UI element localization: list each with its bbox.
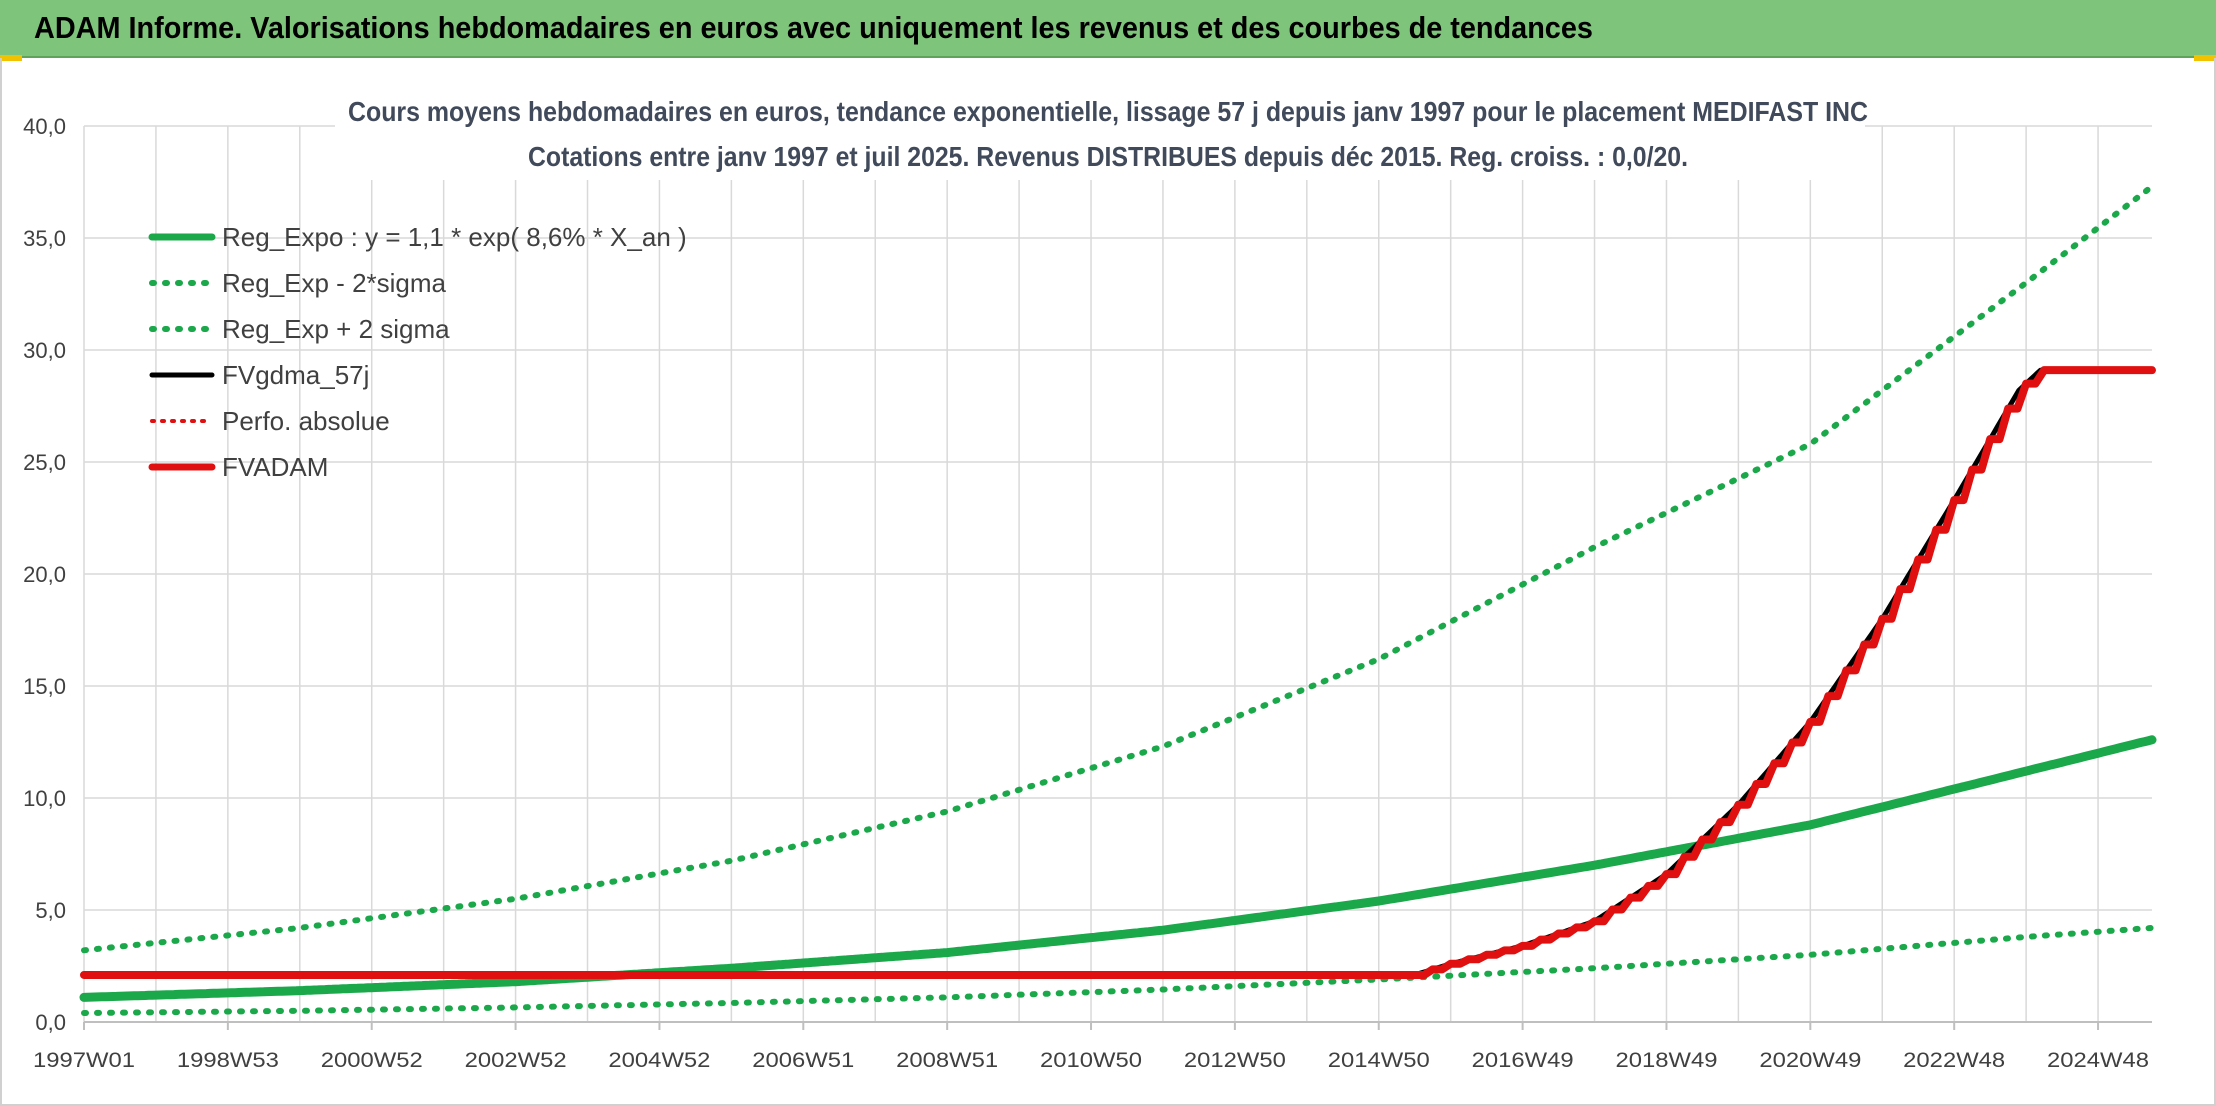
x-tick-label: 2024W48 bbox=[2047, 1049, 2149, 1072]
chart-frame bbox=[0, 58, 2216, 1106]
series-line-3 bbox=[81, 183, 2155, 954]
series-line-2 bbox=[81, 924, 2155, 1016]
x-tick-label: 2012W50 bbox=[1184, 1049, 1286, 1072]
series-line-6 bbox=[80, 366, 2156, 979]
y-tick-label: 5,0 bbox=[35, 898, 66, 923]
gridlines bbox=[83, 125, 2152, 1023]
legend-label-4: FVgdma_57j bbox=[222, 360, 369, 390]
x-tick-label: 2022W48 bbox=[1903, 1049, 2005, 1072]
legend-label-1: Reg_Expo : y = 1,1 * exp( 8,6% * X_an ) bbox=[222, 222, 687, 252]
legend-label-2: Reg_Exp - 2*sigma bbox=[222, 268, 447, 298]
y-tick-label: 10,0 bbox=[23, 786, 66, 811]
x-tick-label: 2010W50 bbox=[1040, 1049, 1142, 1072]
x-tick-label: 2018W49 bbox=[1615, 1049, 1717, 1072]
y-tick-label: 25,0 bbox=[23, 450, 66, 475]
x-tick-label: 1998W53 bbox=[177, 1049, 279, 1072]
y-tick-label: 35,0 bbox=[23, 226, 66, 251]
x-tick-label: 2008W51 bbox=[896, 1049, 998, 1072]
y-tick-label: 40,0 bbox=[23, 114, 66, 139]
legend-label-6: FVADAM bbox=[222, 452, 328, 482]
axes: 0,0 5,0 10,0 15,0 20,0 25,0 30,0 35,0 40,0 1997W0… bbox=[23, 114, 2152, 1072]
x-tick-label: 2014W50 bbox=[1328, 1049, 1430, 1072]
y-tick-label: 30,0 bbox=[23, 338, 66, 363]
x-tick-label: 2016W49 bbox=[1472, 1049, 1574, 1072]
chart-title: Cours moyens hebdomadaires en euros, ten… bbox=[348, 96, 1868, 127]
y-tick-label: 20,0 bbox=[23, 562, 66, 587]
x-tick-label: 2000W52 bbox=[321, 1049, 423, 1072]
x-tick-label: 2002W52 bbox=[465, 1049, 567, 1072]
x-tick-label: 2006W51 bbox=[752, 1049, 854, 1072]
report-banner: ADAM Informe. Valorisations hebdomadaire… bbox=[0, 0, 2216, 58]
corner-mark-right bbox=[2194, 55, 2216, 61]
x-tick-label: 2004W52 bbox=[608, 1049, 710, 1072]
series-layer bbox=[79, 183, 2157, 1016]
legend: Reg_Expo : y = 1,1 * exp( 8,6% * X_an ) R… bbox=[148, 222, 687, 482]
report-title: ADAM Informe. Valorisations hebdomadaire… bbox=[34, 10, 1593, 45]
y-tick-label: 0,0 bbox=[35, 1010, 66, 1035]
y-tick-label: 15,0 bbox=[23, 674, 66, 699]
chart-subtitle: Cotations entre janv 1997 et juil 2025. … bbox=[528, 141, 1688, 172]
legend-label-5: Perfo. absolue bbox=[222, 406, 390, 436]
title-backdrop bbox=[335, 88, 1865, 180]
x-tick-label: 1997W01 bbox=[33, 1049, 135, 1072]
x-tick-label: 2020W49 bbox=[1759, 1049, 1861, 1072]
series-line-1 bbox=[79, 735, 2157, 1002]
legend-label-3: Reg_Exp + 2 sigma bbox=[222, 314, 450, 344]
corner-mark-left bbox=[0, 55, 22, 61]
